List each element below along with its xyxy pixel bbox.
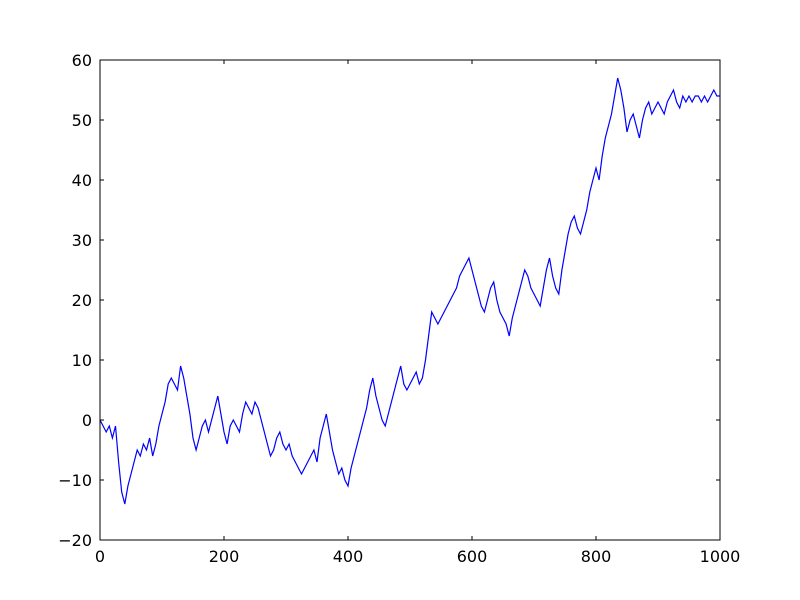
y-tick-label: 40 <box>72 171 92 190</box>
y-tick-label: 20 <box>72 291 92 310</box>
x-tick-label: 1000 <box>700 547 741 566</box>
x-tick-label: 600 <box>457 547 488 566</box>
y-tick-label: 0 <box>82 411 92 430</box>
x-tick-label: 200 <box>209 547 240 566</box>
x-tick-label: 800 <box>581 547 612 566</box>
y-tick-label: −20 <box>58 531 92 550</box>
y-tick-label: 10 <box>72 351 92 370</box>
tick-labels-layer: 0 200 400 600 800 1000 −20 −10 0 10 20 30 40 50 60 <box>58 51 740 566</box>
series-line-0 <box>99 77 720 505</box>
y-tick-label: 60 <box>72 51 92 70</box>
x-tick-label: 400 <box>333 547 364 566</box>
ticks-layer <box>99 59 721 541</box>
series-layer <box>99 77 720 505</box>
y-tick-label: −10 <box>58 471 92 490</box>
x-tick-label: 0 <box>95 547 105 566</box>
y-tick-label: 50 <box>72 111 92 130</box>
y-tick-label: 30 <box>72 231 92 250</box>
